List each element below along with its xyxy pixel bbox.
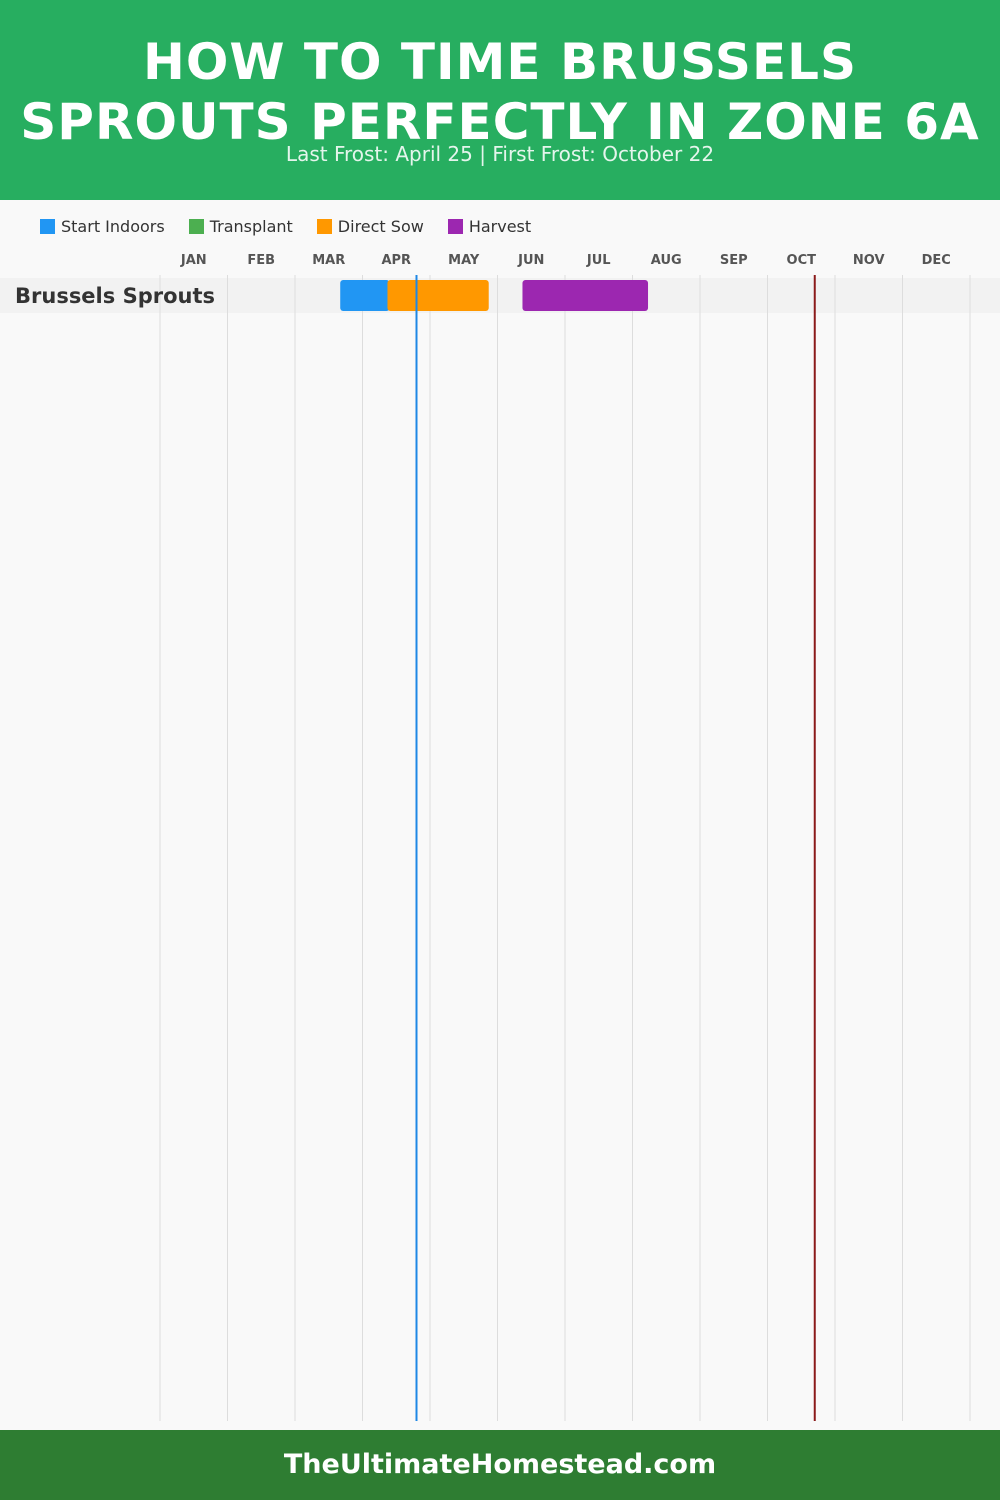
legend-label: Direct Sow (337, 216, 424, 236)
month-tick-label: APR (381, 253, 411, 268)
planting-calendar-chart: JAN FEB MAR APR MAY JUN JUL AUG SEP OCT NOV DEC Brus… (0, 253, 1000, 1421)
frost-dates-subtitle: Last Frost: April 25 | First Frost: Octo… (285, 142, 715, 166)
month-tick-label: MAY (448, 253, 480, 268)
bar-direct-sow (387, 280, 489, 311)
month-tick-label: JUL (586, 253, 611, 268)
legend-item-harvest: Harvest (447, 216, 532, 236)
bar-harvest (522, 280, 649, 311)
month-tick-label: JAN (180, 253, 207, 268)
legend-item-direct-sow: Direct Sow (316, 216, 424, 236)
legend-swatch (447, 218, 463, 234)
month-tick-label: AUG (651, 253, 682, 268)
legend-item-start-indoors: Start Indoors (40, 217, 165, 236)
legend-swatch (188, 218, 204, 234)
page-title: HOW TO TIME BRUSSELS SPROUTS PERFECTLY I… (20, 33, 980, 151)
legend-label: Harvest (468, 216, 532, 236)
legend-swatch (40, 218, 55, 234)
legend-swatch (316, 218, 332, 234)
month-tick-label: FEB (247, 253, 275, 268)
month-tick-label: SEP (720, 253, 748, 268)
month-tick-label: OCT (787, 253, 817, 268)
header-banner: HOW TO TIME BRUSSELS SPROUTS PERFECTLY I… (0, 0, 1000, 200)
row-background (0, 278, 1000, 313)
month-tick-label: DEC (922, 253, 951, 268)
legend-item-transplant: Transplant (188, 216, 293, 236)
month-tick-label: MAR (312, 253, 345, 268)
footer-banner: TheUltimateHomestead.com (0, 1430, 1000, 1500)
chart-legend: Start Indoors Transplant Direct Sow Harv… (40, 214, 555, 238)
footer-website: TheUltimateHomestead.com (283, 1449, 717, 1480)
legend-label: Start Indoors (61, 216, 165, 236)
legend-label: Transplant (209, 216, 293, 236)
month-tick-label: JUN (517, 253, 544, 268)
row-label: Brussels Sprouts (15, 284, 215, 308)
month-tick-label: NOV (853, 253, 885, 268)
bar-start-indoors (340, 280, 390, 311)
